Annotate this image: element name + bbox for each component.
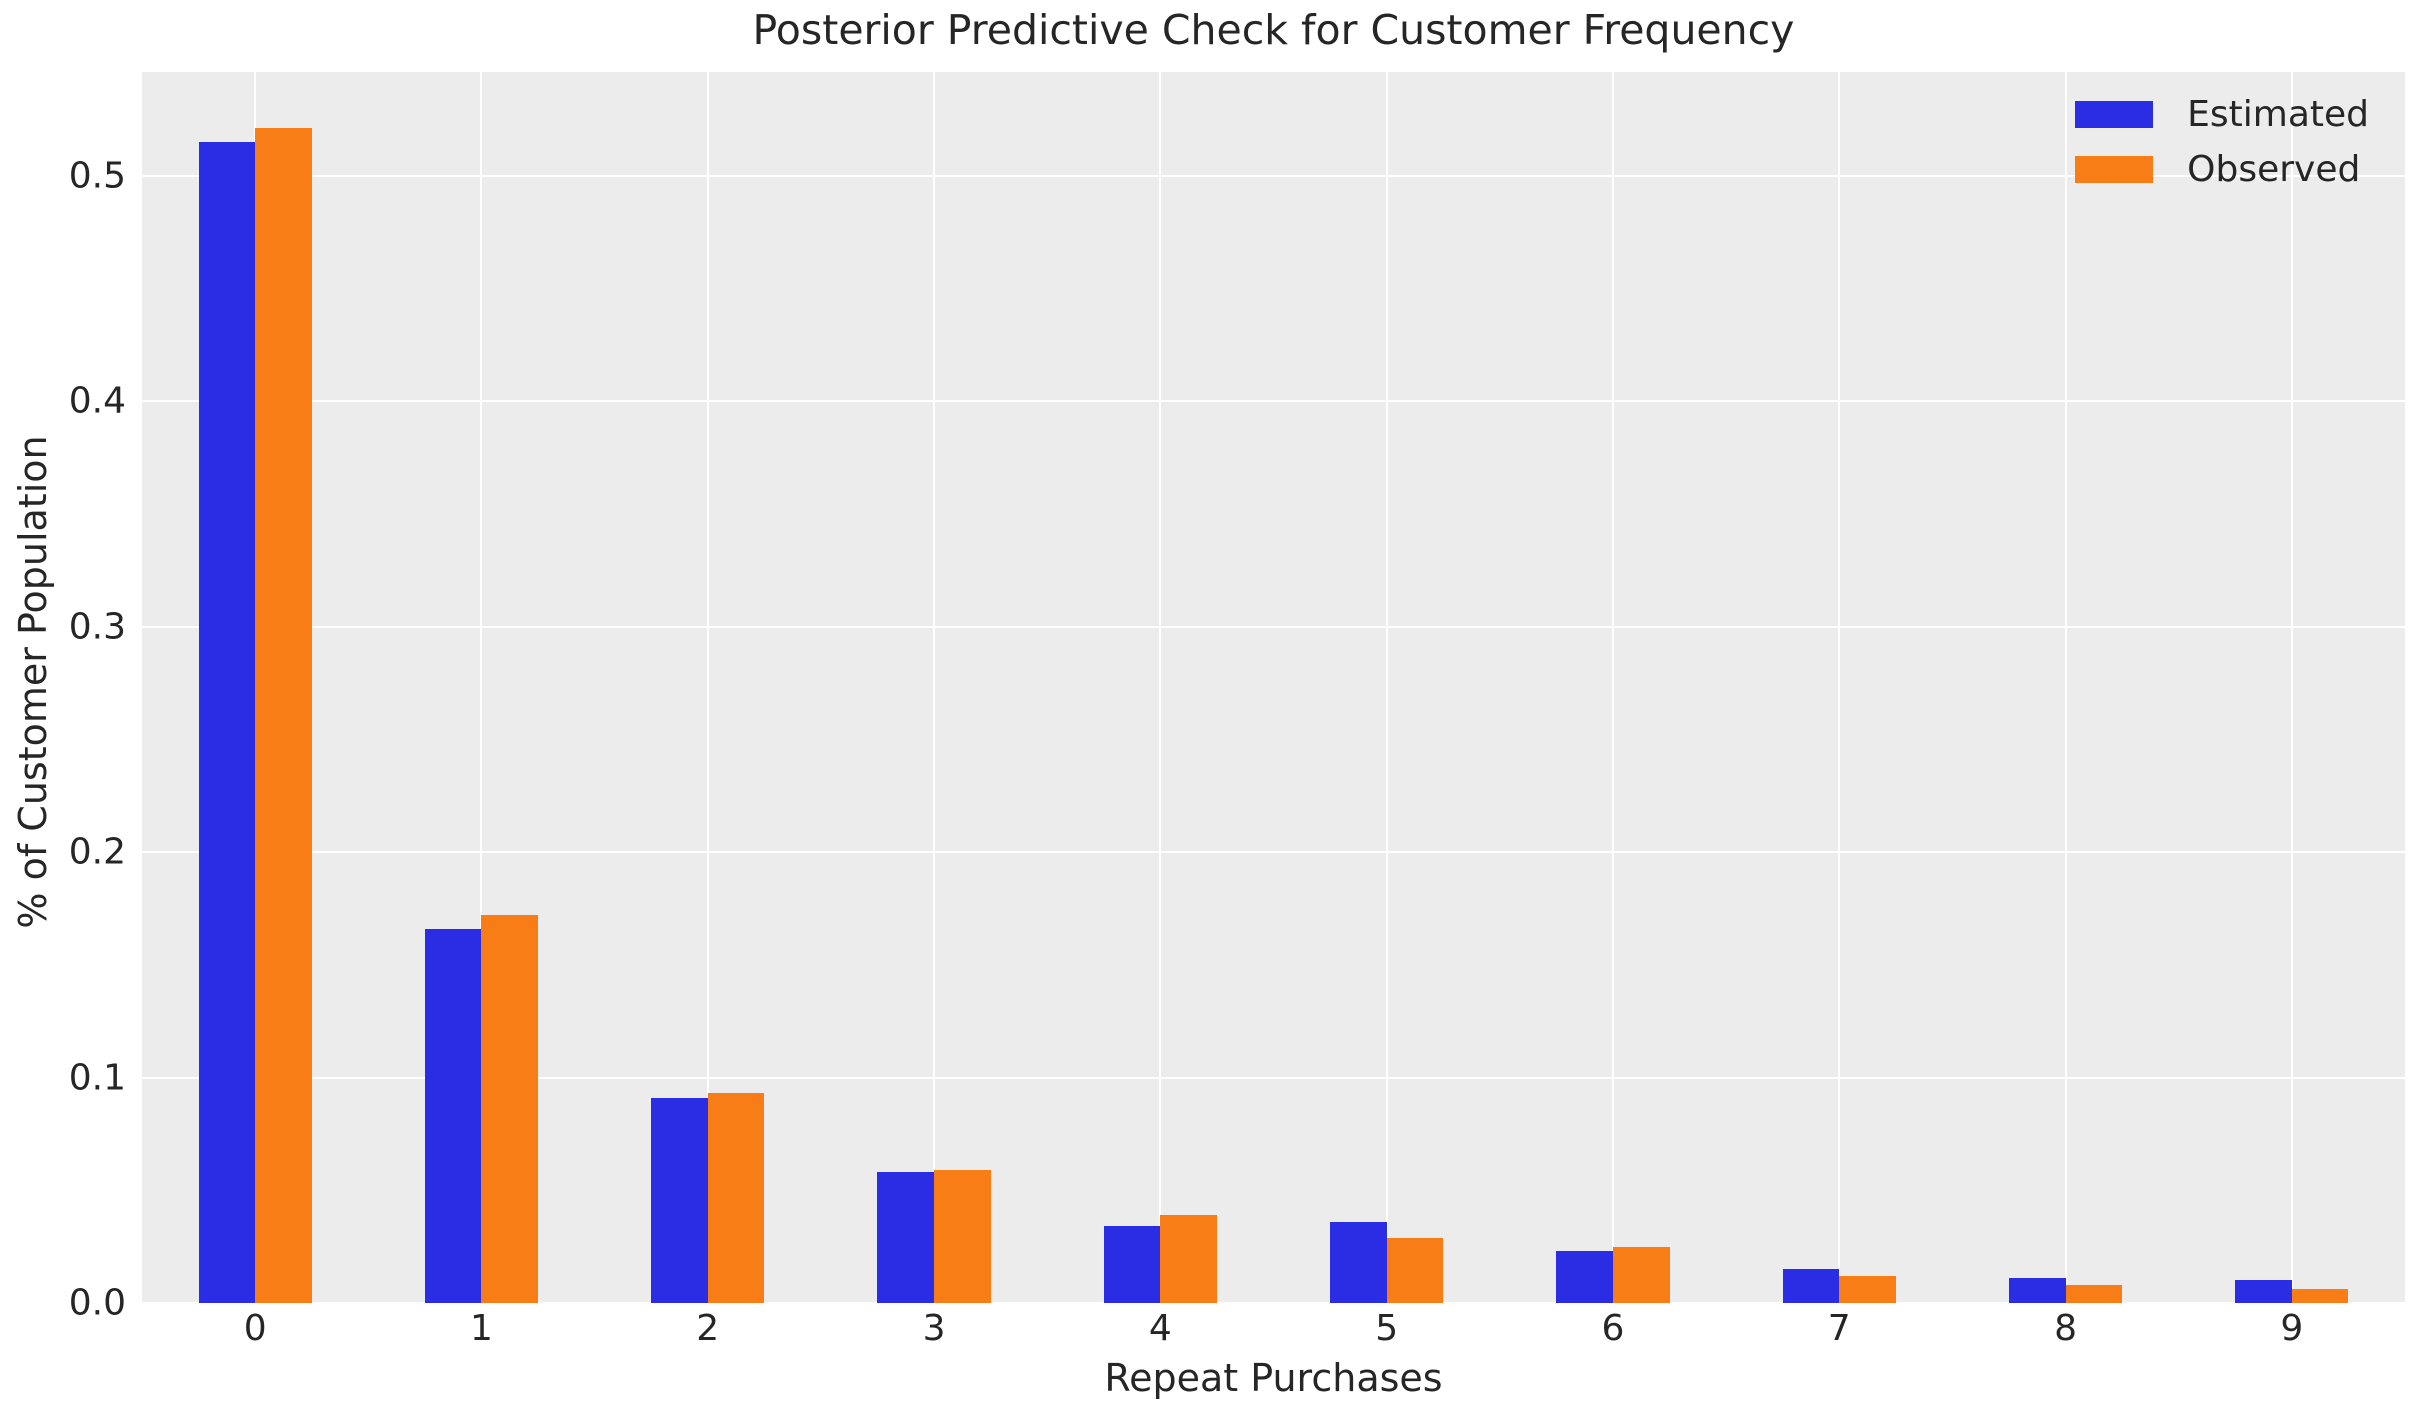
gridline-vertical (1159, 72, 1162, 1303)
bar-estimated-5 (1330, 1221, 1387, 1303)
gridline-horizontal (142, 1076, 2405, 1079)
bar-observed-4 (1160, 1215, 1217, 1303)
bar-observed-8 (2065, 1284, 2123, 1303)
bar-observed-5 (1386, 1237, 1444, 1303)
y-tick-label: 0.5 (68, 155, 126, 197)
x-tick-label: 4 (1148, 1308, 1172, 1349)
gridline-vertical (1611, 72, 1614, 1303)
bar-estimated-1 (424, 928, 482, 1303)
x-tick-label: 8 (2054, 1308, 2077, 1349)
x-axis-label: Repeat Purchases (1104, 1356, 1443, 1400)
gridline-vertical (1838, 72, 1841, 1303)
bar-observed-7 (1839, 1275, 1896, 1303)
legend-swatch-observed (2075, 156, 2154, 183)
chart-title: Posterior Predictive Check for Customer … (752, 6, 1795, 54)
y-tick-label: 0.4 (68, 380, 126, 422)
gridline-horizontal (142, 851, 2405, 854)
x-tick-label: 3 (922, 1308, 946, 1349)
gridline-vertical (2290, 72, 2293, 1303)
bar-observed-2 (707, 1093, 765, 1303)
bar-estimated-6 (1556, 1251, 1613, 1303)
x-tick-label: 0 (243, 1308, 267, 1349)
x-tick-label: 6 (1601, 1308, 1625, 1349)
y-tick-label: 0.3 (68, 606, 126, 648)
gridline-vertical (1385, 72, 1388, 1303)
legend-label-observed: Observed (2187, 149, 2361, 190)
y-tick-label: 0.1 (68, 1057, 126, 1099)
y-tick-label: 0.2 (68, 831, 126, 873)
legend-item-observed: Observed (2075, 149, 2369, 190)
legend: Estimated Observed (2075, 94, 2369, 190)
legend-swatch-estimated (2075, 101, 2154, 128)
y-tick-label: 0.0 (68, 1282, 126, 1324)
gridline-vertical (706, 72, 709, 1303)
bar-estimated-2 (651, 1097, 708, 1303)
legend-label-estimated: Estimated (2187, 94, 2369, 135)
x-tick-label: 1 (469, 1308, 493, 1349)
bar-observed-1 (481, 915, 538, 1303)
gridline-horizontal (142, 400, 2405, 403)
bar-estimated-4 (1103, 1226, 1161, 1303)
bar-estimated-0 (198, 141, 256, 1303)
bar-observed-9 (2291, 1289, 2349, 1303)
x-tick-label: 7 (1827, 1308, 1851, 1349)
bar-observed-3 (934, 1169, 991, 1303)
gridline-horizontal (142, 174, 2405, 177)
x-tick-label: 2 (696, 1308, 720, 1349)
x-tick-label: 5 (1375, 1308, 1399, 1349)
gridline-horizontal (142, 625, 2405, 628)
bar-estimated-7 (1782, 1269, 1840, 1303)
y-axis-tick-labels: 0.0 0.1 0.2 0.3 0.4 0.5 (0, 72, 128, 1323)
plot-area: Estimated Observed (142, 72, 2405, 1303)
x-tick-label: 9 (2280, 1308, 2304, 1349)
bar-estimated-3 (877, 1172, 935, 1303)
bar-estimated-8 (2008, 1278, 2066, 1303)
gridline-vertical (2064, 72, 2067, 1303)
bar-observed-0 (255, 128, 312, 1303)
bar-estimated-9 (2235, 1280, 2292, 1303)
gridline-vertical (933, 72, 936, 1303)
bar-observed-6 (1612, 1246, 1670, 1303)
gridline-horizontal (142, 1302, 2405, 1303)
legend-item-estimated: Estimated (2075, 94, 2369, 135)
x-axis-tick-labels: 0 1 2 3 4 5 6 7 8 9 (142, 1308, 2405, 1354)
gridline-vertical (480, 72, 483, 1303)
